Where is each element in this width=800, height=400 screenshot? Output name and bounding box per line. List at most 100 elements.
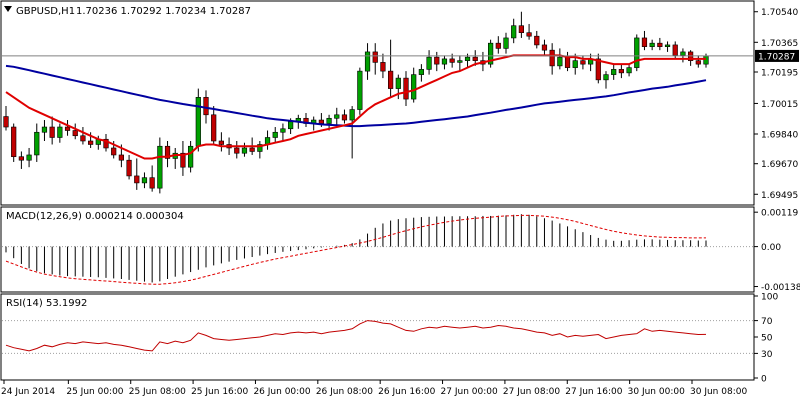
candle-body-bull	[680, 51, 686, 56]
candlestick-series	[3, 11, 709, 194]
time-tick-label: 25 Jun 16:00	[191, 387, 248, 397]
candle-body-bull	[357, 70, 363, 110]
candle-body-bear	[180, 152, 186, 168]
time-tick-label: 27 Jun 16:00	[565, 387, 622, 397]
candle-body-bear	[403, 77, 409, 100]
candle-body-bear	[695, 60, 701, 65]
ma-fast-line	[5, 54, 706, 160]
candle-body-bull	[288, 121, 294, 130]
candle-body-bull	[349, 109, 355, 121]
candle-body-bull	[572, 60, 578, 68]
candle-body-bear	[11, 126, 17, 158]
rsi-panel: RSI(14) 53.1992 100 70 50 30 0	[0, 293, 778, 385]
rsi-panel-frame	[0, 293, 755, 381]
macd-title: MACD(12,26,9) 0.000214 0.000304	[6, 211, 184, 222]
candle-body-bull	[41, 126, 48, 133]
rsi-y-tick-label: 30	[761, 350, 773, 360]
price-panel: GBPUSD,H1 1.70236 1.70292 1.70234 1.7028…	[0, 0, 799, 206]
candle-body-bear	[380, 62, 386, 72]
price-y-tick-label: 1.70015	[761, 100, 798, 110]
dropdown-arrow-icon[interactable]	[4, 6, 12, 12]
candle-body-bull	[326, 117, 332, 124]
candle-body-bear	[249, 147, 255, 152]
ohlc-readout: 1.70236 1.70292 1.70234 1.70287	[76, 6, 251, 17]
candle-body-bear	[564, 56, 571, 68]
time-tick-label: 25 Jun 00:00	[66, 387, 123, 397]
candle-body-bull	[503, 37, 509, 49]
time-tick-label: 25 Jun 08:00	[129, 387, 186, 397]
moving-averages	[5, 54, 707, 160]
macd-y-tick-label: 0.00119	[761, 209, 798, 219]
price-y-tick-label: 1.70365	[761, 39, 798, 49]
candle-body-bear	[641, 37, 648, 47]
time-tick-label: 27 Jun 08:00	[503, 387, 560, 397]
rsi-y-tick-label: 0	[761, 375, 767, 385]
candle-body-bull	[364, 51, 371, 72]
macd-signal-line	[5, 214, 706, 285]
candle-body-bull	[411, 74, 417, 100]
candle-body-bull	[334, 114, 340, 119]
rsi-y-tick-label: 50	[761, 334, 773, 344]
candle-body-bear	[372, 51, 378, 63]
rsi-title: RSI(14) 53.1992	[6, 298, 87, 309]
symbol-label: GBPUSD,H1	[16, 6, 75, 17]
price-y-tick-label: 1.69495	[761, 191, 798, 201]
price-y-tick-label: 1.69840	[761, 131, 798, 141]
candle-body-bull	[395, 77, 401, 89]
candle-body-bear	[64, 126, 71, 131]
candle-body-bull	[157, 145, 163, 189]
candle-body-bear	[318, 119, 324, 124]
time-tick-label: 26 Jun 08:00	[316, 387, 373, 397]
candle-body-bear	[164, 145, 171, 159]
candle-body-bull	[511, 25, 517, 39]
candle-body-bull	[426, 56, 432, 70]
time-tick-label: 27 Jun 00:00	[441, 387, 498, 397]
candle-body-bull	[280, 128, 286, 133]
candle-body-bear	[126, 159, 132, 177]
candle-body-bull	[626, 67, 632, 74]
candle-body-bull	[634, 37, 640, 68]
rsi-y-tick-label: 70	[761, 317, 773, 327]
rsi-y-axis: 100 70 50 30 0	[754, 293, 778, 385]
candle-body-bull	[34, 131, 40, 156]
current-price-label: 1.70287	[758, 52, 795, 62]
candle-body-bull	[664, 44, 671, 47]
candle-body-bear	[449, 58, 455, 63]
candle-body-bull	[257, 144, 263, 152]
candle-body-bear	[526, 32, 532, 37]
candle-body-bull	[241, 147, 248, 154]
candle-body-bear	[472, 56, 478, 61]
candle-body-bear	[541, 44, 548, 51]
rsi-line-series	[5, 320, 707, 352]
candle-body-bear	[203, 97, 209, 116]
candle-body-bear	[134, 175, 140, 184]
macd-panel: MACD(12,26,9) 0.000214 0.000304 0.001190…	[0, 206, 800, 293]
candle-body-bull	[611, 69, 617, 75]
candle-body-bear	[595, 58, 601, 81]
price-y-tick-label: 1.70540	[761, 8, 798, 18]
candle-body-bear	[3, 116, 9, 128]
candle-body-bull	[418, 69, 424, 75]
candle-body-bull	[488, 42, 494, 65]
rsi-levels	[2, 320, 754, 354]
candle-body-bear	[218, 140, 224, 145]
candle-body-bear	[103, 138, 109, 149]
candle-body-bear	[234, 147, 240, 154]
candle-body-bear	[549, 49, 555, 67]
candle-body-bear	[434, 56, 440, 65]
candle-body-bear	[72, 130, 78, 137]
candle-body-bull	[557, 56, 563, 67]
current-price-box	[755, 49, 799, 62]
price-y-tick-label: 1.69670	[761, 160, 798, 170]
candle-body-bear	[118, 154, 124, 161]
macd-histogram	[2, 214, 754, 283]
rsi-line-path	[5, 320, 707, 352]
candle-body-bear	[88, 140, 94, 145]
macd-signal-line-path	[5, 214, 706, 285]
candle-body-bear	[49, 126, 55, 138]
candle-body-bear	[388, 70, 394, 89]
candle-body-bull	[57, 126, 63, 138]
candle-body-bull	[649, 42, 655, 47]
candle-body-bear	[657, 42, 663, 47]
